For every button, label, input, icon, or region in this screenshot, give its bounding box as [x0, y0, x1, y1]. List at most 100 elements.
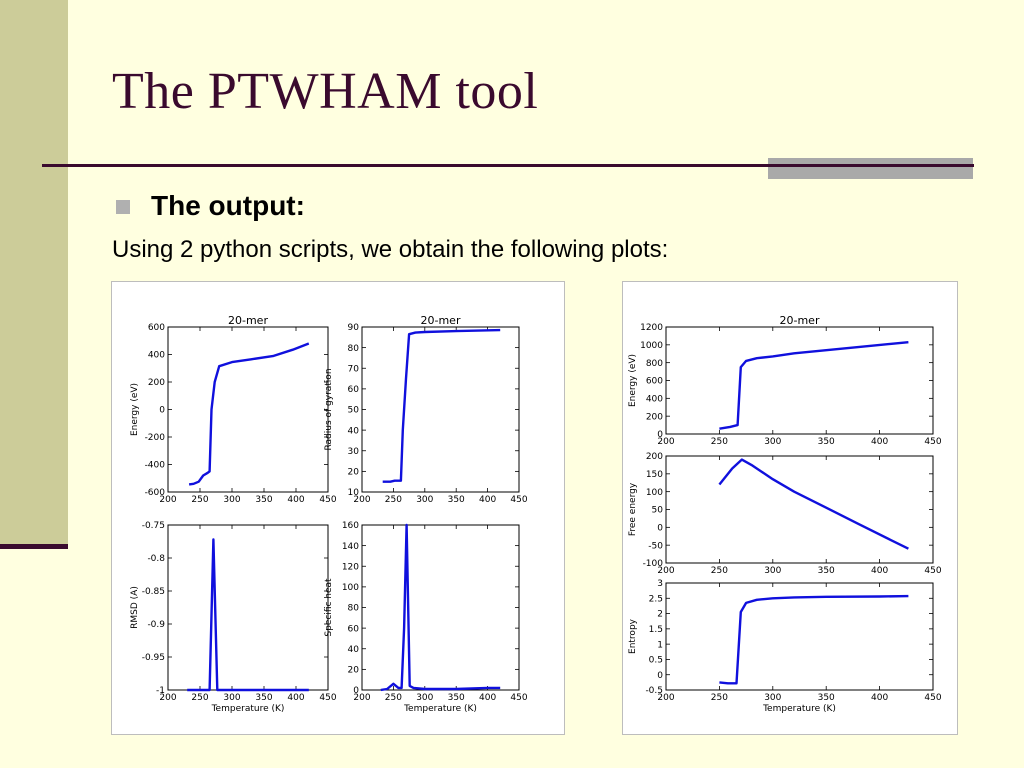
- chart-1-ytick-label: 0: [159, 406, 165, 416]
- slide-title: The PTWHAM tool: [112, 63, 539, 120]
- chart-2-series-line-1: [382, 328, 501, 483]
- left-plots-svg: 200 250 300 350 400 450-600-400-2000200400600…: [130, 314, 528, 714]
- chart-7-series-line-1: [719, 594, 909, 685]
- chart-1-xtick-label: 400: [287, 495, 304, 505]
- chart-1-xtick-label: 350: [255, 495, 272, 505]
- bullet-square-icon: [116, 200, 130, 214]
- chart-1-ytick-label: -600: [145, 488, 166, 498]
- chart-3-series-line-1: [187, 538, 309, 692]
- chart-1-title: 20-mer: [228, 314, 268, 327]
- chart-1-ytick-label: 600: [148, 323, 165, 333]
- chart-7-ytick-label: 0: [657, 671, 663, 681]
- chart-5-ytick-label: 800: [646, 359, 663, 369]
- chart-5-xtick-label: 350: [818, 437, 835, 447]
- chart-7-ytick-label: 2: [657, 610, 663, 620]
- chart-6-series-line-1: [718, 458, 909, 550]
- chart-4-ytick-label: 0: [353, 686, 359, 696]
- chart-6-frame: [665, 455, 934, 564]
- chart-6-xtick-label: 250: [711, 566, 728, 576]
- chart-1-ytick-label: -400: [145, 461, 166, 471]
- chart-6-xtick-label: 200: [657, 566, 674, 576]
- chart-4-ytick-label: 40: [348, 645, 360, 655]
- chart-7-xtick-label: 400: [871, 693, 888, 703]
- chart-4-ytick-label: 60: [348, 624, 360, 634]
- chart-4-ytick-label: 120: [342, 562, 359, 572]
- chart-4-ytick-label: 80: [348, 604, 360, 614]
- chart-5-xtick-label: 400: [871, 437, 888, 447]
- chart-4-xtick-label: 300: [416, 693, 433, 703]
- chart-4-ylabel: Specific heat: [324, 578, 334, 637]
- chart-7-ytick-label: -0.5: [645, 686, 663, 696]
- chart-7-ytick-label: 0.5: [649, 656, 663, 666]
- chart-3-frame: [167, 524, 329, 691]
- chart-6-ytick-label: 150: [646, 470, 663, 480]
- title-underline: [42, 164, 974, 167]
- chart-3-xtick-label: 450: [319, 693, 336, 703]
- chart-5-xtick-label: 450: [924, 437, 941, 447]
- chart-5-title: 20-mer: [780, 314, 820, 327]
- chart-5-ytick-label: 600: [646, 377, 663, 387]
- body-text: Using 2 python scripts, we obtain the fo…: [112, 236, 669, 263]
- bullet-heading: The output:: [151, 190, 305, 221]
- chart-4-ytick-label: 20: [348, 666, 360, 676]
- chart-2-xtick-label: 450: [510, 495, 527, 505]
- chart-5-ytick-label: 1200: [640, 323, 663, 333]
- chart-3-ytick-label: -0.85: [142, 587, 165, 597]
- right-plots-svg: 200 250 300 350 400 4500200400600800100012002…: [628, 314, 942, 714]
- chart-6-ytick-label: 50: [652, 506, 664, 516]
- chart-5-xtick-label: 200: [657, 437, 674, 447]
- chart-7-xtick-label: 200: [657, 693, 674, 703]
- chart-7-ytick-label: 2.5: [649, 594, 663, 604]
- chart-5-series-line-1: [719, 341, 909, 430]
- title-underline-accent: [768, 158, 973, 179]
- chart-6-xtick-label: 300: [764, 566, 781, 576]
- chart-7-xtick-label: 350: [818, 693, 835, 703]
- chart-5-xtick-label: 250: [711, 437, 728, 447]
- chart-3-ylabel: RMSD (A): [130, 586, 140, 629]
- chart-2-ytick-label: 40: [348, 426, 360, 436]
- chart-1-frame: [167, 326, 329, 493]
- chart-5-ytick-label: 1000: [640, 341, 663, 351]
- chart-1-xtick-label: 450: [319, 495, 336, 505]
- chart-7-xtick-label: 450: [924, 693, 941, 703]
- chart-4-frame: [361, 524, 520, 691]
- chart-2-xtick-label: 400: [479, 495, 496, 505]
- chart-1-ytick-label: -200: [145, 433, 166, 443]
- chart-5-ylabel: Energy (eV): [628, 354, 638, 407]
- chart-2-ytick-label: 90: [348, 323, 360, 333]
- chart-1-series-line-1: [188, 342, 310, 486]
- chart-2-ylabel: Radius of gyration: [324, 368, 334, 450]
- chart-3-xtick-label: 250: [191, 693, 208, 703]
- chart-7-xtick-label: 250: [711, 693, 728, 703]
- chart-2-ytick-label: 30: [348, 447, 360, 457]
- chart-2-ytick-label: 20: [348, 468, 360, 478]
- chart-3-xtick-label: 300: [223, 693, 240, 703]
- chart-2-title: 20-mer: [421, 314, 461, 327]
- chart-4-xtick-label: 200: [353, 693, 370, 703]
- chart-7-xlabel: Temperature (K): [762, 704, 836, 714]
- chart-6-ylabel: Free energy: [628, 482, 638, 536]
- chart-2-xtick-label: 300: [416, 495, 433, 505]
- chart-6-ytick-label: -50: [648, 541, 663, 551]
- chart-3-xtick-label: 400: [287, 693, 304, 703]
- chart-4-ytick-label: 100: [342, 583, 359, 593]
- chart-4-series-line-1: [380, 523, 501, 692]
- chart-2-frame: [361, 326, 520, 493]
- chart-7-frame: [665, 582, 934, 691]
- chart-6-xtick-label: 350: [818, 566, 835, 576]
- chart-2-xtick-label: 350: [448, 495, 465, 505]
- chart-4-xlabel: Temperature (K): [403, 704, 477, 714]
- chart-3-ytick-label: -0.75: [142, 521, 165, 531]
- chart-1-ytick-label: 200: [148, 378, 165, 388]
- chart-4-ytick-label: 160: [342, 521, 359, 531]
- right-plot-panel: 200 250 300 350 400 450 0 200 400 600 800 1000 1200 2…: [622, 281, 958, 735]
- chart-6-xtick-label: 450: [924, 566, 941, 576]
- chart-4-xtick-label: 350: [448, 693, 465, 703]
- left-plot-panel: 200 250 300 350 400 450 -600 -400 -200 0 200 400 600…: [111, 281, 565, 735]
- chart-3-ytick-label: -0.95: [142, 653, 165, 663]
- chart-5-ytick-label: 400: [646, 394, 663, 404]
- chart-4-xtick-label: 400: [479, 693, 496, 703]
- chart-3-xlabel: Temperature (K): [211, 704, 285, 714]
- chart-1-xtick-label: 200: [159, 495, 176, 505]
- chart-4-xtick-label: 250: [385, 693, 402, 703]
